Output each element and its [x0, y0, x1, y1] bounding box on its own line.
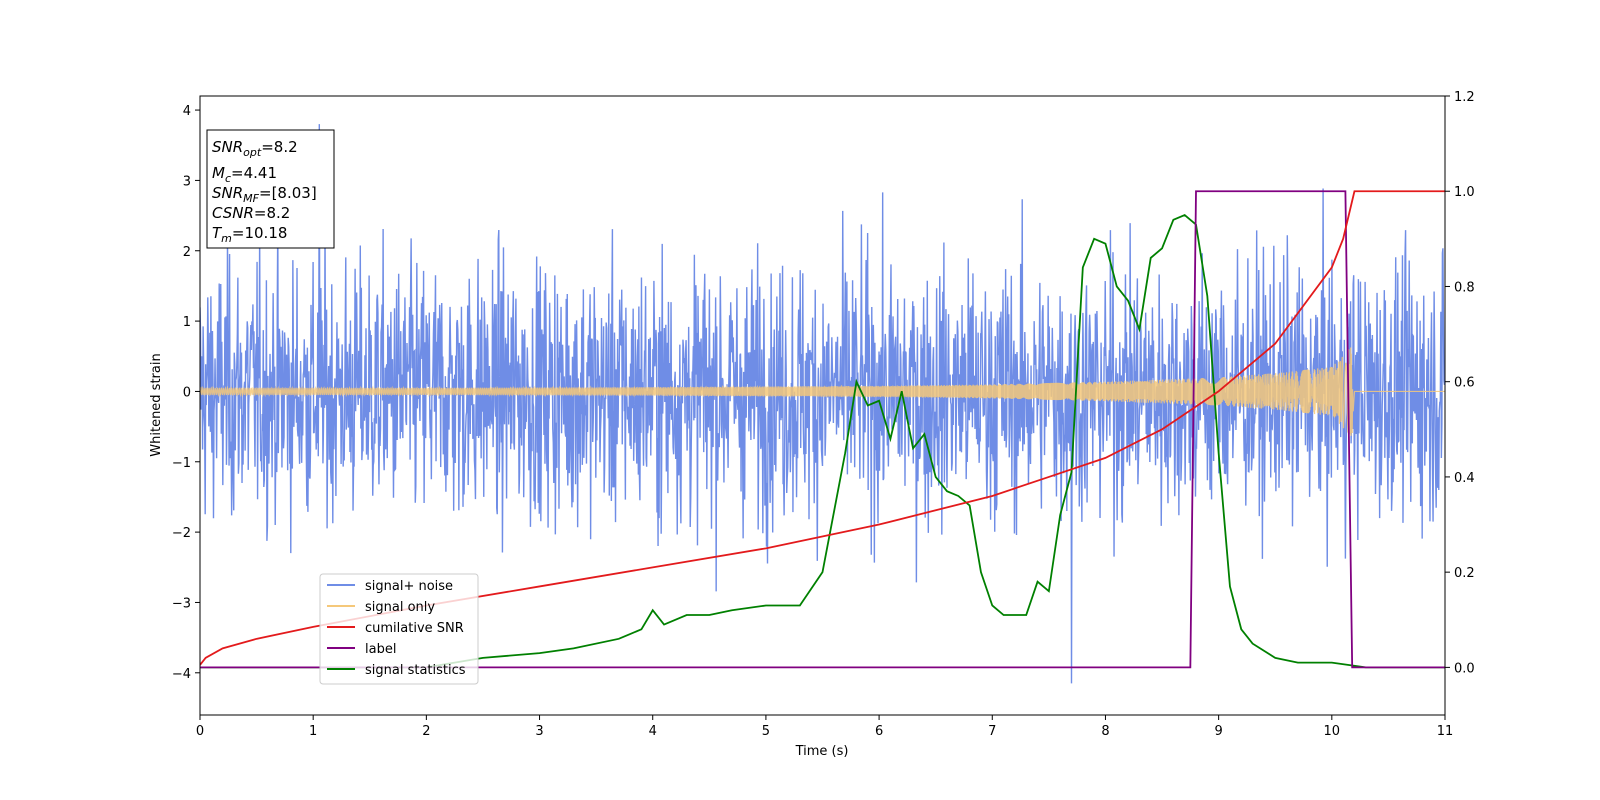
x-tick-label: 1	[309, 724, 317, 739]
y2-tick-label: 0.2	[1454, 566, 1475, 581]
x-tick-label: 11	[1437, 724, 1454, 739]
y-tick-label: 1	[183, 315, 191, 330]
info-box-line: SNRopt=8.2	[212, 138, 298, 159]
series-line-signal-statistics	[200, 213, 1445, 669]
y-tick-label: −3	[172, 596, 191, 611]
series-line-signal-noise	[200, 124, 1445, 684]
axis-ticks: 0 1 2 3 4 5 6 7 8 9 10 11 −4 −3 −2 −1 0 1 2 3 4 0.0 0.2 0.4 0.6 0…	[172, 90, 1475, 739]
y-tick-label: −4	[172, 667, 191, 682]
legend: signal+ noise signal only cumilative SNR la…	[319, 573, 479, 685]
info-box-line: Tm=10.18	[212, 224, 287, 245]
x-tick-label: 6	[875, 724, 883, 739]
y-axis-label: Whitened strain	[149, 353, 164, 456]
legend-label: cumilative SNR	[365, 621, 464, 636]
series-line-label	[200, 190, 1445, 669]
y2-tick-label: 1.0	[1454, 185, 1475, 200]
x-tick-label: 7	[988, 724, 996, 739]
y2-tick-label: 0.0	[1454, 661, 1475, 676]
y-tick-label: 0	[183, 385, 191, 400]
x-tick-label: 8	[1101, 724, 1109, 739]
y-tick-label: 2	[183, 245, 191, 260]
legend-label: label	[365, 642, 396, 657]
y2-tick-label: 0.8	[1454, 280, 1475, 295]
x-tick-label: 0	[196, 724, 204, 739]
legend-label: signal only	[365, 600, 435, 615]
x-axis-label: Time (s)	[795, 744, 849, 759]
y2-tick-label: 1.2	[1454, 90, 1475, 105]
x-tick-label: 10	[1324, 724, 1341, 739]
x-tick-label: 2	[422, 724, 430, 739]
plot-area	[200, 124, 1445, 684]
y-tick-label: −1	[172, 456, 191, 471]
x-tick-label: 4	[649, 724, 657, 739]
info-box-line: CSNR=8.2	[212, 204, 290, 222]
info-box-line: Mc=4.41	[212, 164, 277, 185]
y2-tick-label: 0.6	[1454, 376, 1475, 391]
y-tick-label: −2	[172, 526, 191, 541]
legend-frame	[319, 573, 479, 685]
series-line-cumulative-snr	[200, 190, 1445, 666]
axes-frame	[199, 95, 1446, 716]
x-tick-label: 9	[1214, 724, 1222, 739]
y-tick-label: 4	[183, 104, 191, 119]
info-box-line: SNRMF=[8.03]	[212, 184, 317, 205]
x-tick-label: 3	[535, 724, 543, 739]
x-tick-label: 5	[762, 724, 770, 739]
info-box-frame	[206, 129, 335, 249]
series-line-signal-only	[200, 347, 1445, 436]
y2-tick-label: 0.4	[1454, 471, 1475, 486]
legend-label: signal statistics	[365, 663, 466, 678]
y-tick-label: 3	[183, 174, 191, 189]
legend-label: signal+ noise	[365, 579, 453, 594]
